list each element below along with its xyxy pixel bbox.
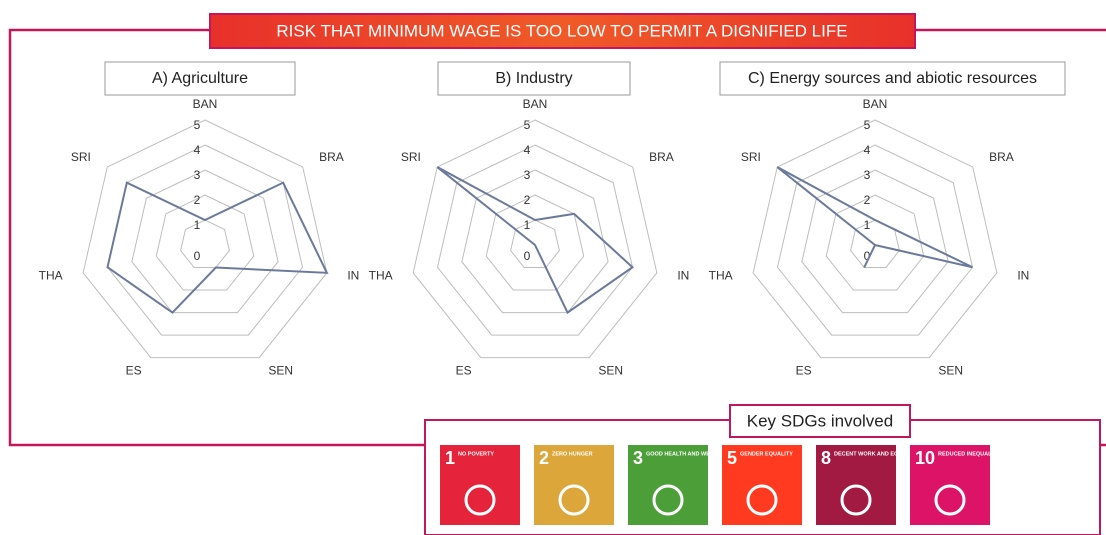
axis-label: ES — [456, 363, 472, 377]
r-tick-label: 4 — [864, 143, 871, 157]
chart-title: C) Energy sources and abiotic resources — [748, 70, 1037, 87]
grid-ring — [131, 169, 279, 314]
r-tick-label: 4 — [524, 143, 531, 157]
axis-label: BAN — [523, 97, 548, 111]
sdg-label: DECENT WORK AND ECONOMIC GROWTH — [834, 451, 947, 457]
sdg-label: GENDER EQUALITY — [740, 451, 793, 457]
sdg-label: REDUCED INEQUALITIES — [938, 451, 1006, 457]
axis-label: SEN — [938, 363, 963, 377]
sdg-icon — [934, 484, 966, 516]
sdg-number: 8 — [821, 448, 831, 468]
axis-label: ES — [126, 363, 142, 377]
grid-ring — [850, 219, 900, 269]
sdg-icon — [840, 484, 872, 516]
grid-ring — [461, 169, 609, 314]
grid-ring — [155, 194, 255, 291]
sdg-number: 3 — [633, 448, 643, 468]
chart-title-box — [104, 61, 296, 96]
axis-label: SRI — [401, 150, 421, 164]
axis-label: ES — [796, 363, 812, 377]
r-tick-label: 2 — [524, 193, 531, 207]
axis-label: IN — [677, 268, 689, 282]
axis-label: SEN — [598, 363, 623, 377]
axis-label: BRA — [649, 150, 674, 164]
r-tick-label: 4 — [194, 143, 201, 157]
axis-label: BRA — [989, 150, 1014, 164]
data-line — [436, 166, 635, 315]
axis-label: BRA — [319, 150, 344, 164]
grid-ring — [412, 119, 658, 359]
sdg-number: 10 — [915, 448, 935, 468]
grid-ring — [510, 219, 560, 269]
axis-label: BAN — [863, 97, 888, 111]
grid-ring — [752, 119, 998, 359]
axis-label: SEN — [268, 363, 293, 377]
sdg-icon — [652, 484, 684, 516]
sdg-title-box — [729, 404, 911, 438]
sdg-label: ZERO HUNGER — [552, 451, 593, 457]
chart-title: A) Agriculture — [152, 70, 248, 87]
axis-label: THA — [709, 268, 733, 282]
grid-ring — [776, 144, 974, 336]
sdg-icon — [746, 484, 778, 516]
title-box — [209, 13, 916, 49]
r-tick-label: 5 — [524, 118, 531, 132]
r-tick-label: 5 — [194, 118, 201, 132]
sdg-label: GOOD HEALTH AND WELL-BEING — [646, 451, 736, 457]
chart-title: B) Industry — [495, 70, 572, 87]
r-tick-label: 3 — [194, 168, 201, 182]
r-tick-label: 1 — [864, 218, 871, 232]
r-tick-label: 3 — [524, 168, 531, 182]
axis-label: THA — [369, 268, 393, 282]
chart-title-box — [437, 61, 631, 96]
axis-label: SRI — [71, 150, 91, 164]
r-tick-label: 5 — [864, 118, 871, 132]
r-tick-label: 0 — [864, 249, 871, 263]
chart-title-box — [719, 61, 1066, 96]
r-tick-label: 0 — [524, 249, 531, 263]
sdg-label: NO POVERTY — [458, 451, 494, 457]
sdg-number: 1 — [445, 448, 455, 468]
axis-label: IN — [347, 268, 359, 282]
r-tick-label: 2 — [864, 193, 871, 207]
grid-ring — [485, 194, 585, 291]
grid-ring — [436, 144, 634, 336]
sdg-number: 2 — [539, 448, 549, 468]
axis-label: BAN — [193, 97, 218, 111]
sdg-title: Key SDGs involved — [747, 411, 893, 430]
grid-ring — [801, 169, 949, 314]
sdg-icon — [464, 484, 496, 516]
r-tick-label: 0 — [194, 249, 201, 263]
grid-ring — [82, 119, 328, 359]
title: RISK THAT MINIMUM WAGE IS TOO LOW TO PER… — [276, 21, 847, 40]
axis-label: SRI — [741, 150, 761, 164]
sdg-number: 5 — [727, 448, 737, 468]
grid-ring — [180, 219, 230, 269]
axis-label: THA — [39, 268, 63, 282]
data-line — [776, 166, 973, 269]
sdg-icon — [558, 484, 590, 516]
grid-ring — [825, 194, 925, 291]
r-tick-label: 1 — [524, 218, 531, 232]
r-tick-label: 1 — [194, 218, 201, 232]
axis-label: IN — [1017, 268, 1029, 282]
data-line — [106, 181, 329, 314]
r-tick-label: 3 — [864, 168, 871, 182]
r-tick-label: 2 — [194, 193, 201, 207]
